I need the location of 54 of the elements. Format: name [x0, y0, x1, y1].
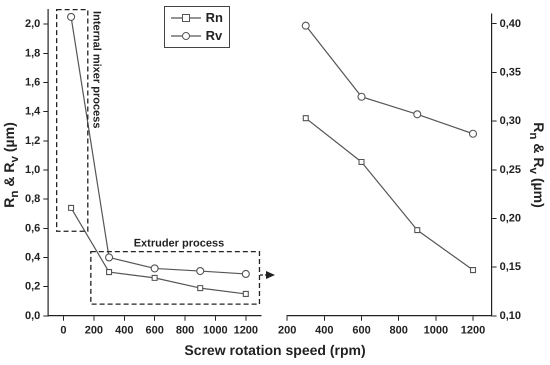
- x-tick-label: 800: [389, 324, 408, 336]
- point: [68, 204, 74, 211]
- y-tick-label: 2,0: [24, 18, 40, 30]
- x-tick-label: 600: [145, 324, 164, 336]
- point: [242, 290, 249, 297]
- point: [150, 264, 159, 272]
- y-tick-label: 0,8: [24, 193, 40, 206]
- x-tick-label: 400: [115, 324, 134, 336]
- y2-tick-label: 0,30: [500, 115, 522, 128]
- point: [302, 22, 310, 30]
- y-tick-label: 1,4: [24, 106, 42, 118]
- y2-tick-label: 0,15: [500, 261, 522, 274]
- point: [413, 110, 422, 118]
- y2-tick-label: 0,40: [500, 18, 522, 30]
- point: [197, 285, 204, 292]
- y-tick-label: 0,0: [24, 310, 40, 322]
- point: [106, 269, 112, 276]
- y-tick-label: 1,2: [24, 134, 40, 147]
- x-axis-title: Screw rotation speed (rpm): [183, 342, 367, 358]
- y-tick-label: 1,0: [24, 164, 40, 176]
- y-tick-label: 0,4: [24, 252, 42, 264]
- x-tick-label: 1200: [234, 324, 258, 336]
- x-tick-label: 400: [315, 324, 334, 336]
- x-tick-label: 1000: [203, 324, 228, 336]
- point: [242, 270, 250, 278]
- x-tick-label: 1200: [460, 324, 486, 336]
- y2-tick-label: 0,25: [500, 164, 522, 176]
- point: [302, 115, 309, 122]
- x-tick-label: 200: [84, 324, 104, 336]
- legend-label: Rv: [206, 27, 222, 45]
- point: [470, 267, 476, 274]
- legend-label: Rn: [206, 9, 223, 27]
- point: [414, 227, 420, 234]
- y-tick-label: 0,2: [24, 280, 40, 293]
- point: [468, 130, 478, 138]
- y2-tick-label: 0,10: [500, 310, 522, 322]
- x-tick-label: 800: [176, 324, 194, 336]
- point: [67, 12, 76, 21]
- y-tick-label: 0,6: [24, 222, 40, 234]
- y-tick-label: 1,6: [24, 76, 40, 89]
- x-tick-label: 600: [352, 324, 371, 336]
- y2-tick-label: 0,35: [500, 66, 522, 78]
- annotation: Internal mixer process: [90, 11, 102, 128]
- point: [105, 253, 114, 262]
- point: [357, 92, 366, 101]
- point: [358, 158, 365, 166]
- x-tick-label: 1000: [424, 324, 448, 336]
- x-tick-label: 0: [60, 324, 67, 336]
- point: [152, 274, 158, 281]
- point: [196, 266, 204, 276]
- annotation: Extruder process: [134, 237, 224, 250]
- y-tick-label: 1,8: [24, 47, 40, 60]
- x-tick-label: 200: [278, 324, 296, 336]
- y2-tick-label: 0,20: [500, 212, 522, 224]
